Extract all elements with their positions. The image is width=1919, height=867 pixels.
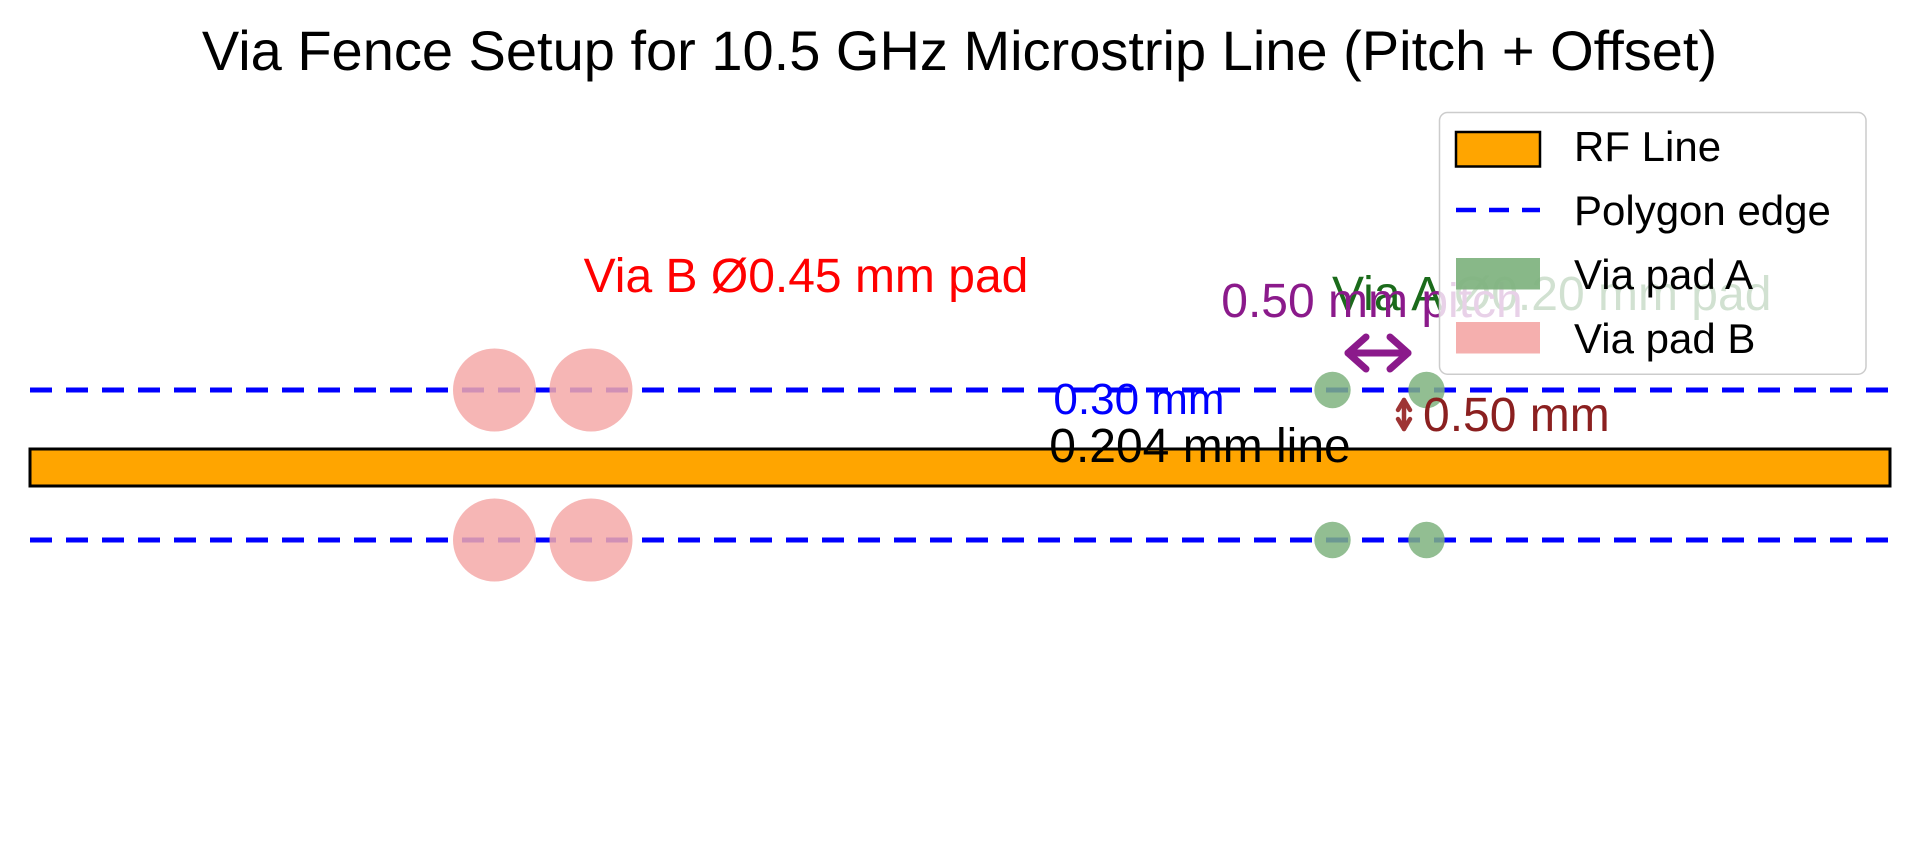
svg-text:Via pad A: Via pad A: [1574, 251, 1753, 298]
svg-text:0.50 mm: 0.50 mm: [1423, 389, 1610, 442]
svg-text:Via B Ø0.45 mm pad: Via B Ø0.45 mm pad: [584, 250, 1029, 303]
svg-text:RF Line: RF Line: [1574, 123, 1721, 170]
svg-text:0.30 mm: 0.30 mm: [1053, 375, 1224, 424]
svg-text:Via pad B: Via pad B: [1574, 315, 1755, 362]
svg-text:Polygon edge: Polygon edge: [1574, 187, 1831, 234]
svg-text:0.204 mm line: 0.204 mm line: [1049, 420, 1350, 473]
